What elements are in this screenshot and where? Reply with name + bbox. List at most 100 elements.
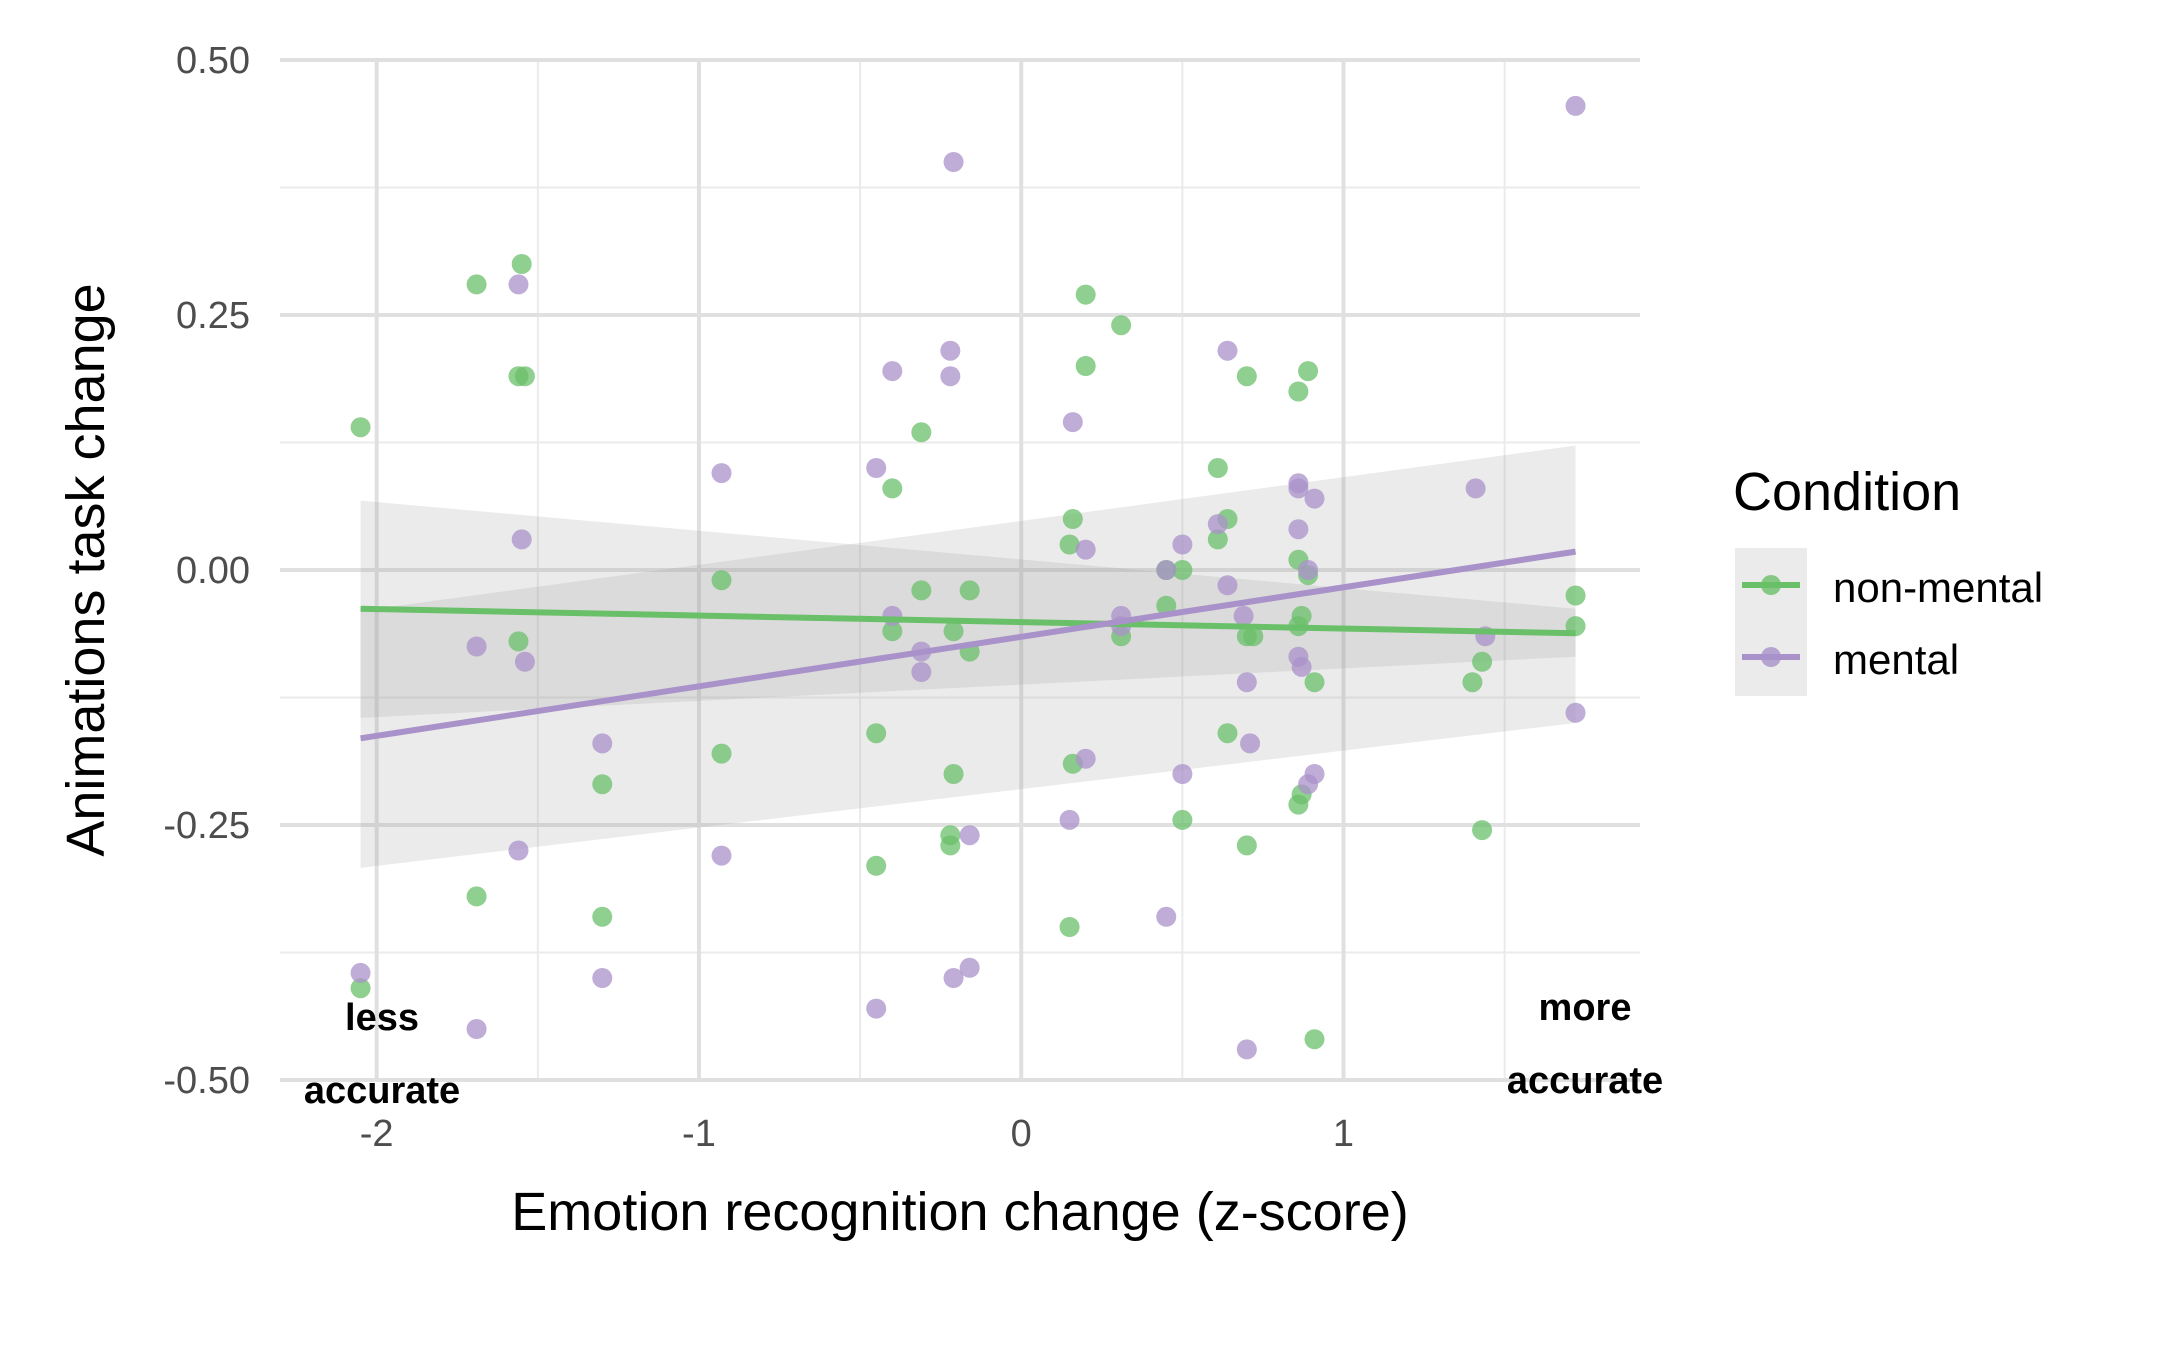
data-point-mental — [1172, 764, 1193, 784]
y-axis-title: Animations task change — [56, 283, 116, 856]
data-point-non-mental — [943, 621, 964, 642]
data-point-non-mental — [1111, 315, 1132, 336]
data-point-non-mental — [1565, 585, 1586, 606]
data-point-mental — [1217, 575, 1238, 596]
data-point-non-mental — [1288, 381, 1309, 402]
data-point-non-mental — [1172, 809, 1193, 830]
data-point-mental — [1207, 514, 1228, 535]
legend: Condition non-mental mental — [1733, 462, 2043, 696]
data-point-mental — [959, 825, 980, 846]
data-point-mental — [940, 366, 961, 387]
data-point-non-mental — [1304, 672, 1325, 693]
data-point-non-mental — [911, 580, 932, 601]
data-point-mental — [1291, 656, 1312, 677]
data-point-non-mental — [1075, 356, 1096, 376]
data-point-mental — [1565, 95, 1586, 116]
annotation-more: more — [1539, 987, 1632, 1029]
data-point-non-mental — [943, 764, 964, 784]
y-tick-label: 0.00 — [176, 550, 250, 592]
y-tick-label: -0.50 — [163, 1060, 250, 1102]
data-point-mental — [959, 957, 980, 978]
fit-line-non-mental — [360, 605, 1576, 637]
data-point-mental — [514, 651, 535, 672]
data-point-non-mental — [592, 906, 613, 927]
x-tick-labels: -2 -1 0 1 — [360, 1113, 1354, 1155]
x-tick-label: -1 — [682, 1113, 716, 1155]
data-point-non-mental — [1207, 529, 1228, 550]
data-point-mental — [1156, 906, 1177, 927]
legend-title: Condition — [1733, 462, 1961, 522]
data-point-mental — [866, 458, 887, 478]
data-point-non-mental — [959, 580, 980, 601]
data-point-non-mental — [1298, 361, 1319, 382]
data-point-mental — [592, 733, 613, 754]
data-point-non-mental — [1462, 672, 1483, 693]
data-point-non-mental — [1304, 1029, 1325, 1050]
data-point-non-mental — [1236, 366, 1257, 387]
data-point-mental — [711, 463, 732, 484]
data-point-non-mental — [466, 886, 487, 907]
data-point-mental — [1298, 560, 1319, 580]
annotation-accurate-left: accurate — [304, 1070, 460, 1112]
data-point-non-mental — [466, 274, 487, 295]
data-point-mental — [866, 998, 887, 1019]
data-point-mental — [508, 840, 529, 861]
data-point-non-mental — [350, 978, 371, 999]
data-point-mental — [1062, 412, 1083, 433]
x-axis-title: Emotion recognition change (z-score) — [511, 1182, 1408, 1242]
x-tick-label: 1 — [1333, 1113, 1354, 1155]
data-point-non-mental — [866, 723, 887, 744]
data-point-mental — [1288, 519, 1309, 540]
data-point-non-mental — [711, 743, 732, 764]
data-point-non-mental — [1472, 651, 1493, 672]
data-point-mental — [1565, 702, 1586, 723]
data-point-non-mental — [882, 621, 903, 642]
data-point-mental — [943, 152, 964, 172]
fit-lines — [360, 548, 1577, 742]
data-point-non-mental — [508, 631, 529, 652]
data-point-mental — [511, 529, 532, 550]
data-point-mental — [943, 968, 964, 988]
legend-label-non-mental: non-mental — [1833, 564, 2043, 611]
data-point-mental — [1240, 733, 1261, 754]
data-point-non-mental — [511, 254, 532, 274]
data-point-mental — [466, 1019, 487, 1039]
data-point-mental — [1304, 764, 1325, 784]
legend-keys — [1742, 575, 1800, 667]
data-point-non-mental — [882, 478, 903, 499]
data-point-mental — [1075, 748, 1096, 769]
data-point-non-mental — [1059, 534, 1080, 555]
data-point-mental — [940, 340, 961, 361]
data-points — [350, 95, 1586, 1060]
data-point-mental — [1304, 488, 1325, 509]
data-point-non-mental — [592, 774, 613, 795]
data-point-mental — [1059, 809, 1080, 830]
x-tick-label: -2 — [360, 1113, 394, 1155]
confidence-band-non-mental — [360, 500, 1576, 718]
data-point-mental — [1288, 478, 1309, 499]
data-point-mental — [911, 662, 932, 682]
data-point-mental — [1156, 560, 1177, 580]
data-point-mental — [1172, 534, 1193, 555]
y-tick-labels: -0.50 -0.25 0.00 0.25 0.50 — [163, 40, 250, 1102]
data-point-mental — [711, 845, 732, 866]
data-point-mental — [1236, 1039, 1257, 1060]
annotation-less: less — [345, 997, 419, 1039]
data-point-non-mental — [1172, 560, 1193, 580]
data-point-mental — [1465, 478, 1486, 499]
data-point-mental — [466, 636, 487, 657]
fit-line-mental — [360, 548, 1577, 742]
data-point-non-mental — [1062, 509, 1083, 529]
data-point-mental — [882, 605, 903, 626]
y-tick-label: 0.25 — [176, 295, 250, 337]
data-point-mental — [1236, 672, 1257, 693]
legend-key-point-mental — [1761, 647, 1781, 667]
y-tick-label: 0.50 — [176, 40, 250, 82]
data-point-non-mental — [1236, 835, 1257, 856]
data-point-non-mental — [866, 855, 887, 876]
data-point-non-mental — [1207, 458, 1228, 478]
data-point-mental — [1075, 539, 1096, 560]
data-point-non-mental — [1156, 595, 1177, 616]
data-point-mental — [592, 968, 613, 988]
